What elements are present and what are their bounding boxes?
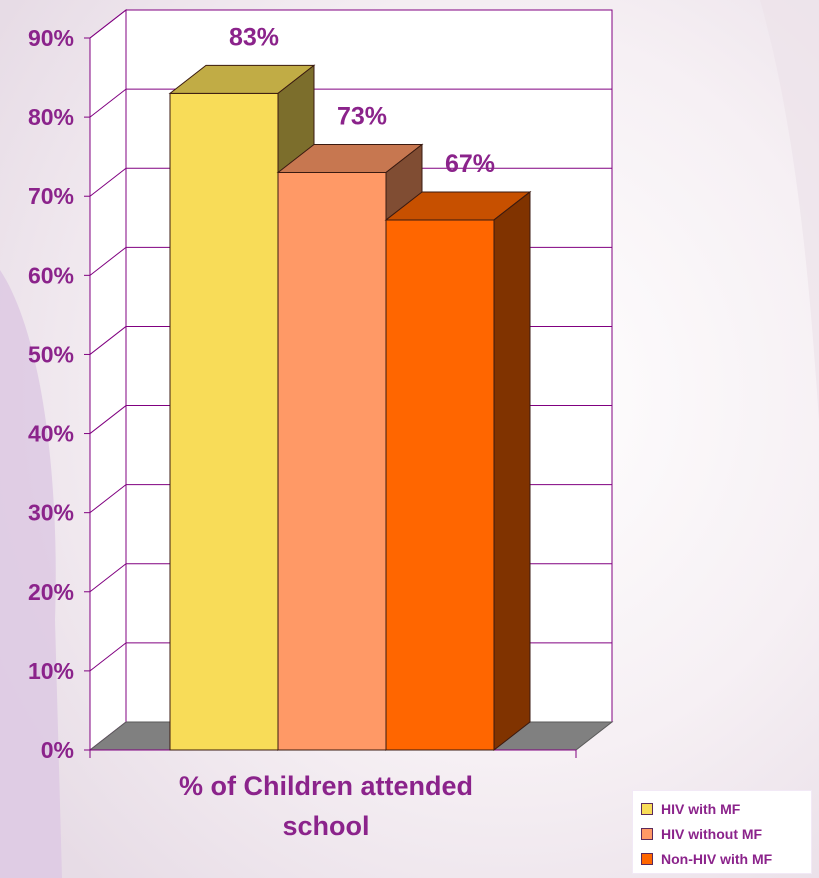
x-category-label: school <box>282 811 369 841</box>
bar-front <box>385 219 495 751</box>
y-tick-label: 50% <box>28 341 74 367</box>
gridline-side <box>89 642 127 672</box>
side-wall <box>89 8 127 752</box>
data-label: 83% <box>229 23 279 51</box>
bar-side <box>493 190 531 752</box>
y-tick-label: 20% <box>28 579 74 605</box>
gridline-side <box>89 9 127 39</box>
legend-swatch <box>641 827 653 840</box>
data-label: 67% <box>445 150 495 178</box>
legend-item: Non-HIV with MF <box>641 846 811 871</box>
data-label: 73% <box>337 102 387 130</box>
y-tick-label: 40% <box>28 421 74 447</box>
x-category-label: % of Children attended <box>179 771 473 801</box>
background-shape <box>0 270 62 878</box>
legend-item: HIV without MF <box>641 821 811 846</box>
bar-front <box>277 171 387 751</box>
legend-swatch <box>641 852 653 865</box>
gridline-side <box>89 484 127 514</box>
legend-label: Non-HIV with MF <box>661 850 773 867</box>
y-tick-label: 80% <box>28 104 74 130</box>
legend-label: HIV without MF <box>661 825 763 842</box>
gridline-side <box>89 246 127 276</box>
y-tick-label: 10% <box>28 658 74 684</box>
gridline-side <box>89 88 127 118</box>
bar-front <box>169 92 279 751</box>
legend: HIV with MF HIV without MF Non-HIV with MF <box>632 790 812 874</box>
legend-label: HIV with MF <box>661 800 741 817</box>
y-tick-label: 70% <box>28 183 74 209</box>
gridline-side <box>89 167 127 197</box>
y-tick-label: 90% <box>28 25 74 51</box>
y-tick-label: 60% <box>28 262 74 288</box>
legend-swatch <box>641 802 653 815</box>
y-tick-label: 30% <box>28 500 74 526</box>
y-tick-label: 0% <box>41 737 74 763</box>
background-shape-right <box>760 0 819 420</box>
bar-chart: 0% 10% 20% 30% 40% 50% 60% 70% 80% 90% 83% 73% 67% % … <box>28 8 614 841</box>
gridline-side <box>89 326 127 355</box>
legend-item: HIV with MF <box>641 796 811 821</box>
gridline-side <box>89 405 127 434</box>
gridline-side <box>89 563 127 593</box>
